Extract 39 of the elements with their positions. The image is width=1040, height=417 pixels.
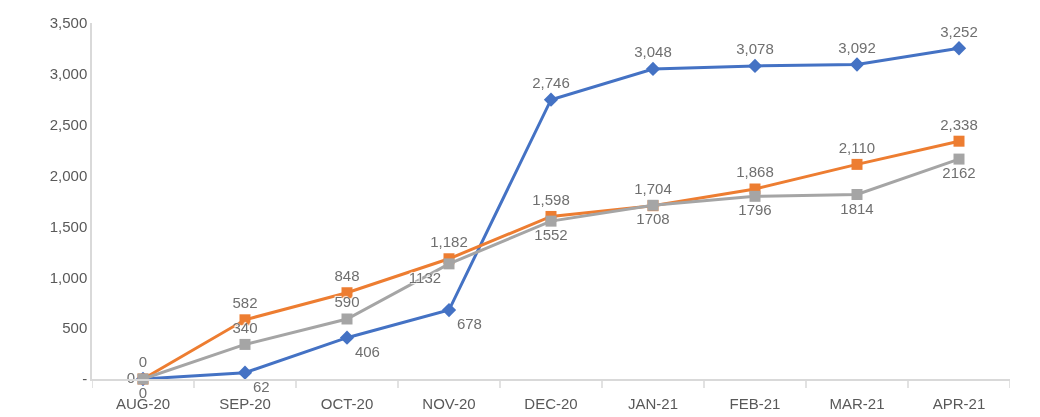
x-tick-label: FEB-21 [729, 394, 781, 412]
y-tick-label: 500 [62, 319, 88, 337]
data-label: 1,868 [736, 163, 774, 181]
x-tick-label: NOV-20 [422, 394, 476, 412]
x-tick-label: OCT-20 [320, 394, 374, 412]
x-tick-label: DEC-20 [524, 394, 578, 412]
data-label: 590 [334, 293, 360, 311]
data-label: 1814 [840, 199, 874, 217]
data-label: 1,704 [634, 180, 672, 198]
y-tick-label: 1,500 [49, 217, 88, 235]
data-label: 3,092 [838, 38, 876, 56]
data-label: 1552 [534, 226, 568, 244]
y-tick-label: 2,500 [49, 115, 88, 133]
data-label: 3,078 [736, 40, 774, 58]
data-label: 62 [252, 377, 270, 395]
x-tick-label: APR-21 [932, 394, 986, 412]
data-label: 0 [138, 353, 148, 371]
x-tick-label: JAN-21 [627, 394, 679, 412]
y-tick-label: 3,500 [49, 14, 88, 32]
data-label: 1,598 [532, 190, 570, 208]
data-label: 3,048 [634, 43, 672, 61]
data-label: 582 [232, 294, 258, 312]
data-label: 3,252 [940, 22, 978, 40]
x-tick-label: SEP-20 [219, 394, 271, 412]
data-label: 1796 [738, 201, 772, 219]
y-tick-label: 3,000 [49, 65, 88, 83]
x-tick-label: MAR-21 [829, 394, 885, 412]
data-label: 2,110 [838, 138, 876, 156]
data-label: 2162 [942, 164, 976, 182]
y-tick-label: 1,000 [49, 268, 88, 286]
data-label: 848 [334, 267, 360, 285]
y-tick-label: 2,000 [49, 166, 88, 184]
data-label: 2,746 [532, 74, 570, 92]
data-label: 2,338 [940, 115, 978, 133]
y-tick-label: - [82, 370, 88, 388]
data-label: 406 [354, 342, 380, 360]
data-label: 1,182 [430, 233, 468, 251]
data-label: 678 [456, 315, 482, 333]
data-label: 1708 [636, 210, 670, 228]
